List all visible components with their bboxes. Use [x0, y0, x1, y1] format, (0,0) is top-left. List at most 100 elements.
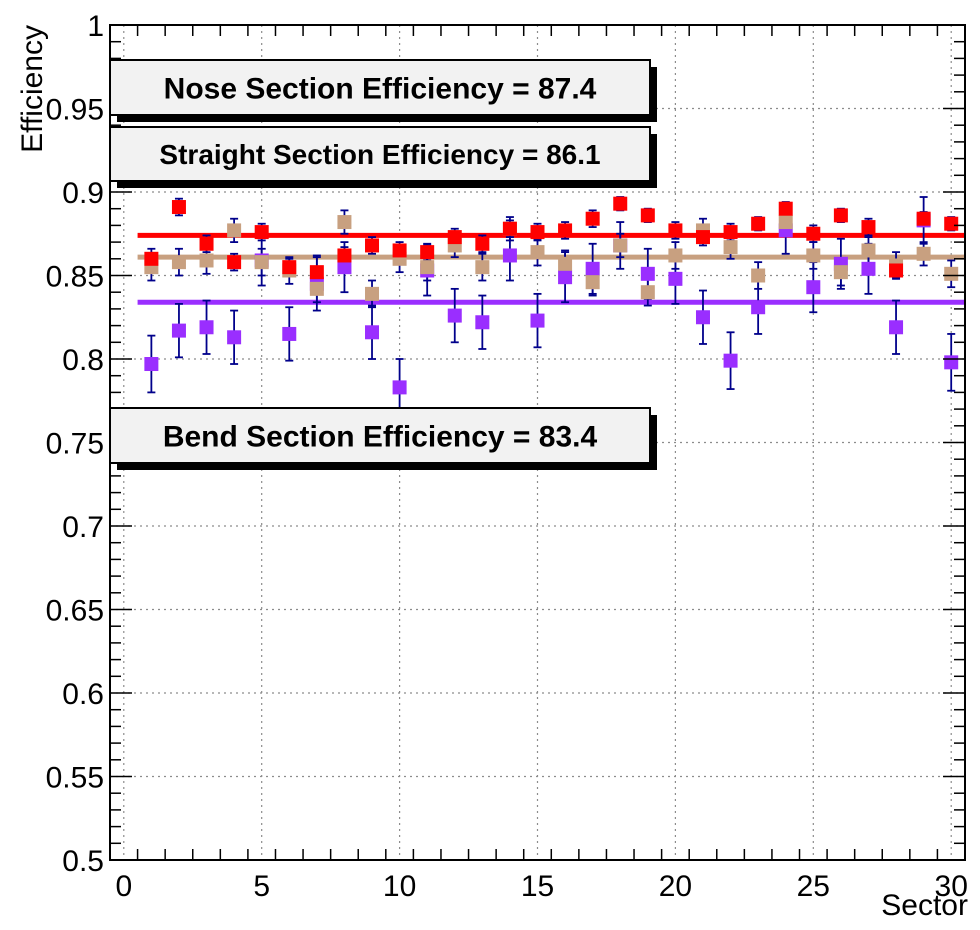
data-point	[944, 216, 959, 231]
data-point	[309, 265, 324, 280]
data-point	[502, 221, 517, 236]
data-point	[530, 245, 545, 260]
legend-box: Nose Section Efficiency = 87.4	[109, 59, 657, 122]
data-point	[475, 236, 490, 251]
data-point	[171, 200, 186, 215]
data-point	[585, 261, 600, 276]
data-point	[916, 211, 931, 226]
data-point	[337, 215, 352, 230]
legend-boxes: Nose Section Efficiency = 87.4 Straight S…	[109, 59, 657, 470]
y-tick-label: 0.85	[46, 261, 104, 294]
data-point	[365, 238, 380, 253]
legend-box-bg	[109, 126, 651, 182]
data-point	[944, 355, 959, 370]
data-point	[778, 215, 793, 230]
data-point	[668, 271, 683, 286]
data-point	[420, 245, 435, 260]
data-point	[199, 236, 214, 251]
x-tick-label: 25	[797, 870, 830, 903]
data-point	[751, 268, 766, 283]
data-point	[861, 261, 876, 276]
data-point	[475, 315, 490, 330]
data-point	[889, 263, 904, 278]
data-point	[861, 220, 876, 235]
y-tick-label: 0.7	[62, 511, 104, 544]
data-point	[199, 253, 214, 268]
data-point	[282, 260, 297, 275]
legend-box-bg	[109, 407, 651, 464]
data-point	[640, 208, 655, 223]
legend-label: Bend Section Efficiency = 83.4	[163, 420, 598, 453]
data-point	[585, 211, 600, 226]
data-point	[144, 357, 159, 372]
data-point	[751, 300, 766, 315]
x-tick-label: 15	[521, 870, 554, 903]
data-point	[171, 323, 186, 338]
data-point	[227, 255, 242, 270]
data-point	[723, 353, 738, 368]
data-point	[558, 223, 573, 238]
data-point	[392, 380, 407, 395]
y-tick-label: 0.65	[46, 595, 104, 628]
data-point	[254, 225, 269, 240]
legend-label: Straight Section Efficiency = 86.1	[159, 139, 600, 170]
x-axis-label: Sector	[881, 889, 968, 922]
data-point	[640, 285, 655, 300]
data-point	[806, 248, 821, 263]
data-point	[227, 330, 242, 345]
x-tick-label: 30	[935, 870, 968, 903]
data-point	[613, 238, 628, 253]
data-point	[751, 216, 766, 231]
y-tick-label: 0.95	[46, 94, 104, 127]
data-point	[585, 275, 600, 290]
tick-labels: 0 5 10 15 20 25 30 0.5 0.55 0.6 0.65 0.7 0.75 0.8 0.85…	[46, 10, 968, 903]
data-point	[282, 326, 297, 341]
data-point	[530, 313, 545, 328]
data-points	[144, 196, 959, 395]
data-point	[833, 265, 848, 280]
y-tick-label: 0.5	[62, 845, 104, 878]
legend-box-bg	[109, 59, 651, 116]
data-point	[144, 251, 159, 266]
data-point	[833, 208, 848, 223]
data-point	[254, 255, 269, 270]
data-point	[558, 270, 573, 285]
data-point	[806, 280, 821, 295]
data-point	[502, 248, 517, 263]
data-point	[613, 196, 628, 211]
data-point	[365, 286, 380, 301]
data-point	[309, 281, 324, 296]
x-tick-label: 20	[659, 870, 692, 903]
legend-box: Straight Section Efficiency = 86.1	[109, 126, 657, 188]
data-point	[558, 256, 573, 271]
data-point	[723, 240, 738, 255]
legend-label: Nose Section Efficiency = 87.4	[164, 72, 597, 105]
fit-lines	[137, 232, 965, 305]
data-point	[337, 248, 352, 263]
data-point	[916, 246, 931, 261]
data-point	[668, 248, 683, 263]
data-point	[365, 325, 380, 340]
data-point	[475, 260, 490, 275]
data-point	[227, 223, 242, 238]
x-tick-label: 0	[115, 870, 132, 903]
y-axis-label: Efficiency	[16, 25, 49, 153]
data-point	[392, 243, 407, 258]
legend-box: Bend Section Efficiency = 83.4	[109, 407, 657, 470]
y-tick-label: 0.9	[62, 177, 104, 210]
data-point	[778, 201, 793, 216]
data-point	[861, 243, 876, 258]
data-point	[695, 310, 710, 325]
data-point	[695, 230, 710, 245]
y-tick-label: 0.6	[62, 678, 104, 711]
data-point	[723, 225, 738, 240]
data-point	[668, 223, 683, 238]
data-point	[171, 255, 186, 270]
data-point	[420, 260, 435, 275]
data-point	[806, 226, 821, 241]
x-tick-label: 5	[253, 870, 270, 903]
data-point	[447, 230, 462, 245]
y-tick-label: 0.55	[46, 762, 104, 795]
y-tick-label: 0.75	[46, 428, 104, 461]
